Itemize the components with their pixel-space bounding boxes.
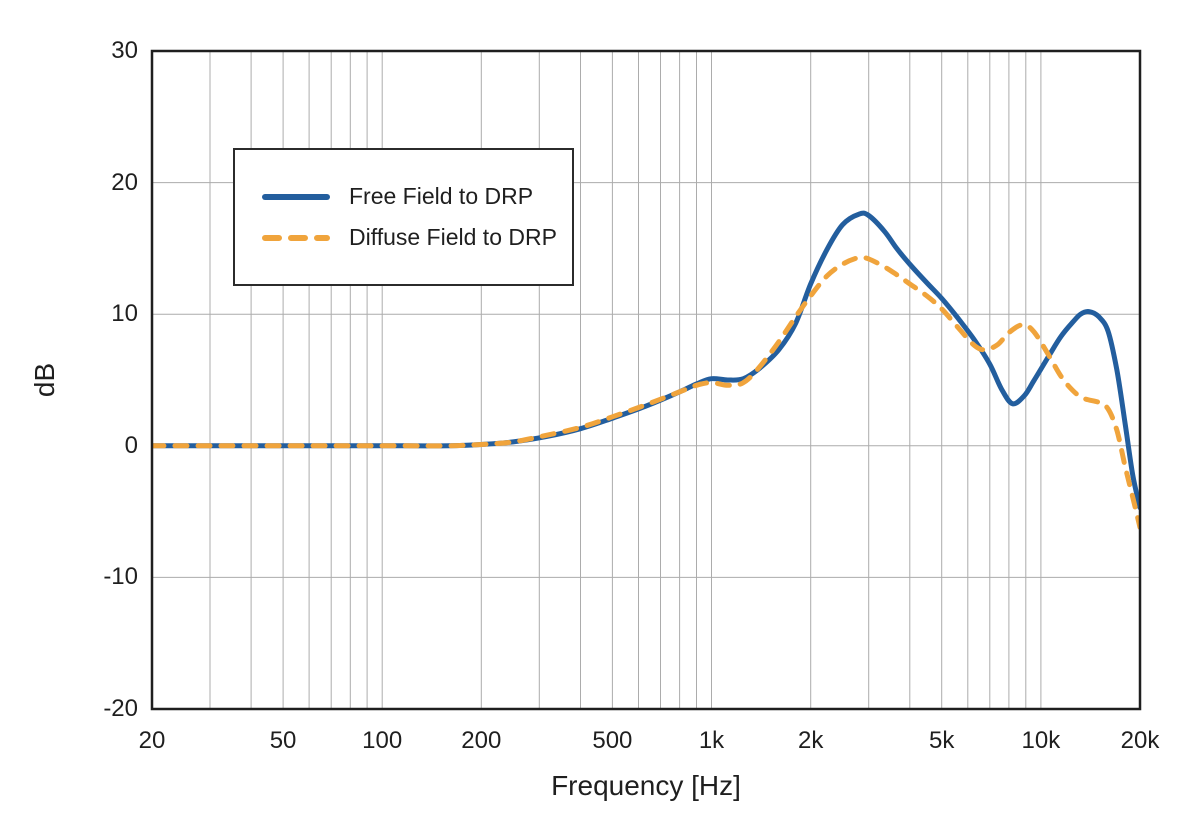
- legend: Free Field to DRP Diffuse Field to DRP: [233, 148, 574, 286]
- x-tick-label: 200: [461, 727, 502, 754]
- x-tick-label: 10k: [1021, 727, 1061, 754]
- y-axis-label: dB: [29, 362, 60, 398]
- x-tick-label: 500: [592, 727, 633, 754]
- x-tick-label: 20: [138, 727, 166, 754]
- legend-label-diffuse-field: Diffuse Field to DRP: [349, 224, 557, 250]
- y-tick-label: -10: [103, 563, 138, 591]
- legend-label-free-field: Free Field to DRP: [349, 183, 534, 209]
- y-tick-label: 0: [124, 431, 138, 459]
- x-tick-label: 50: [269, 727, 297, 754]
- legend-line-sample-diffuse-field: [262, 234, 330, 241]
- legend-line-sample-free-field: [262, 193, 330, 200]
- y-tick-label: 20: [111, 168, 138, 196]
- x-tick-label: 2k: [797, 727, 824, 754]
- series-curve-diffuse-field: [152, 254, 1140, 530]
- plot-frame: [150, 49, 1142, 711]
- x-tick-label: 100: [362, 727, 403, 754]
- x-tick-label: 5k: [929, 727, 955, 754]
- series-curve-free-field: [152, 210, 1140, 511]
- x-axis-label: Frequency [Hz]: [551, 770, 741, 801]
- x-tick-label: 20k: [1120, 727, 1160, 754]
- y-tick-label: 30: [111, 37, 138, 64]
- legend-item-diffuse-field: Diffuse Field to DRP: [261, 224, 572, 251]
- y-tick-label: -20: [103, 695, 138, 722]
- x-tick-label: 1k: [698, 727, 725, 754]
- legend-item-free-field: Free Field to DRP: [261, 183, 572, 210]
- y-tick-label: 10: [111, 300, 138, 328]
